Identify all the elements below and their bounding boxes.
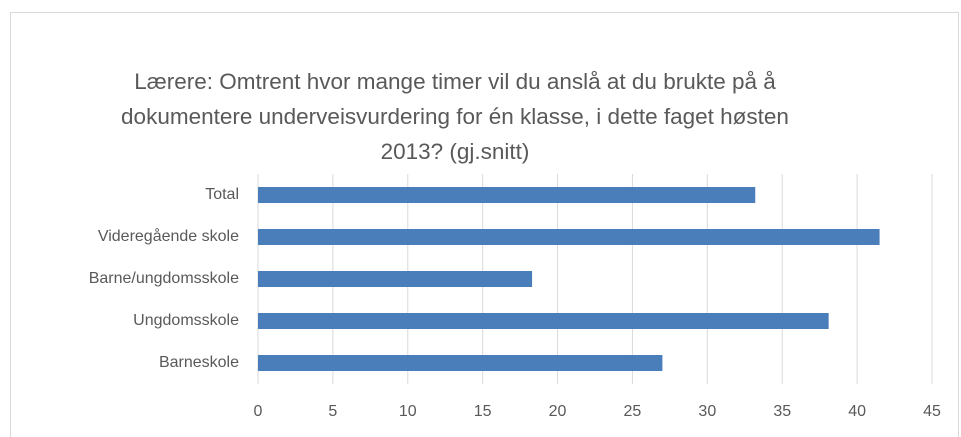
x-tick-label: 40 xyxy=(848,403,866,420)
x-tick-label: 35 xyxy=(773,403,791,420)
x-tick-label: 45 xyxy=(923,403,941,420)
y-tick-label: Barneskole xyxy=(159,354,239,371)
x-tick-label: 15 xyxy=(474,403,492,420)
bar xyxy=(258,355,663,371)
bar xyxy=(258,271,533,287)
y-tick-label: Barne/ungdomsskole xyxy=(89,270,239,287)
chart-frame xyxy=(10,12,959,437)
y-tick-label: Total xyxy=(205,186,239,203)
bar xyxy=(258,313,829,329)
bar xyxy=(258,187,756,203)
bar xyxy=(258,229,880,245)
chart-title: Lærere: Omtrent hvor mange timer vil du … xyxy=(121,69,789,164)
y-tick-label: Videregående skole xyxy=(98,227,239,245)
x-tick-label: 10 xyxy=(399,403,417,420)
x-tick-label: 0 xyxy=(254,403,263,420)
x-tick-label: 25 xyxy=(624,403,642,420)
y-tick-label: Ungdomsskole xyxy=(133,312,239,329)
x-tick-label: 5 xyxy=(328,403,337,420)
x-tick-label: 30 xyxy=(698,403,716,420)
x-tick-label: 20 xyxy=(549,403,567,420)
